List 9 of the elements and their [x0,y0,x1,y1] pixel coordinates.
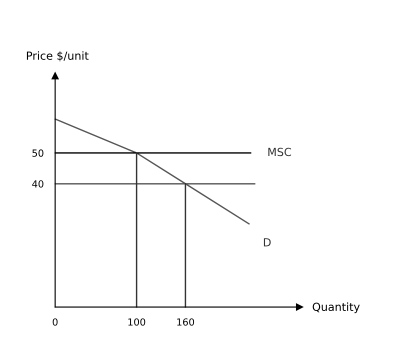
y-tick-label: 50 [32,149,44,157]
x-tick-label: 0 [52,318,58,326]
series-label: D [264,238,271,246]
y-tick-label: 40 [32,180,44,188]
y-axis-title: Price $/unit [26,51,89,62]
x-axis-title: Quantity [312,302,360,314]
x-tick-label: 160 [177,318,194,326]
series-label: MSC [268,148,292,156]
x-tick-label: 100 [128,318,146,326]
